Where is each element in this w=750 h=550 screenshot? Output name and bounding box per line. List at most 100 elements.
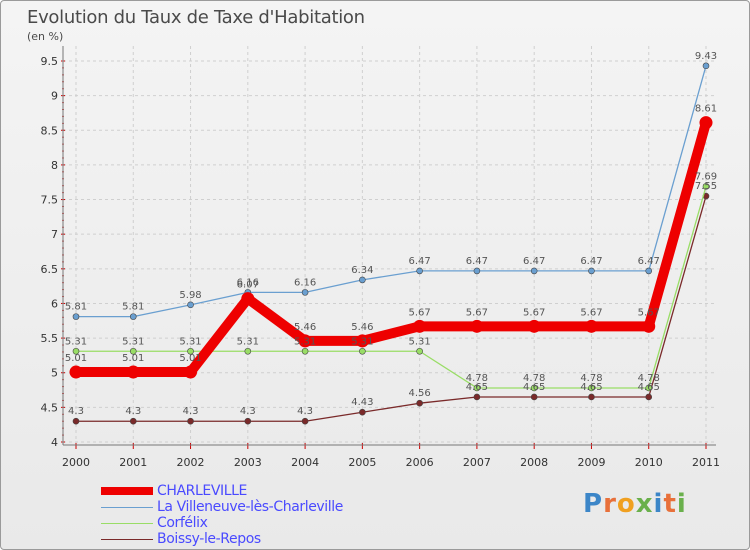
x-tick-label: 2006 — [406, 456, 434, 469]
data-label: 5.46 — [294, 322, 316, 333]
data-point — [129, 417, 137, 425]
data-point — [129, 347, 137, 355]
data-label: 5.01 — [65, 353, 87, 364]
series-line-0 — [71, 117, 711, 378]
x-tick-label: 2001 — [119, 456, 147, 469]
data-label: 5.31 — [351, 336, 373, 347]
data-point — [473, 393, 481, 401]
legend-label: CHARLEVILLE — [157, 483, 248, 499]
data-point — [301, 347, 309, 355]
data-point — [301, 289, 309, 296]
data-label: 6.16 — [294, 277, 316, 288]
data-point — [473, 384, 481, 392]
data-point — [413, 319, 427, 333]
data-point — [530, 267, 538, 275]
data-point — [298, 334, 312, 348]
y-tick-label: 9 — [51, 90, 58, 103]
data-label: 4.78 — [523, 373, 545, 384]
data-label: 4.3 — [183, 406, 199, 417]
x-tick-label: 2003 — [234, 456, 262, 469]
data-point — [702, 183, 710, 190]
data-label: 4.56 — [409, 388, 431, 399]
data-point — [187, 347, 194, 355]
x-tick-label: 2008 — [520, 456, 548, 469]
data-point — [416, 347, 423, 355]
data-label: 4.3 — [297, 406, 313, 417]
data-point — [645, 384, 653, 392]
y-tick-label: 7.5 — [41, 194, 59, 207]
data-label: 5.67 — [523, 307, 545, 318]
grid — [63, 46, 716, 445]
data-label: 8.61 — [695, 104, 717, 115]
data-point — [241, 292, 255, 306]
data-label: 5.31 — [65, 336, 87, 347]
data-point — [359, 347, 366, 355]
axes: 4 4.5 5 5.5 6 6.5 7 7.5 8 8.5 9 9.5 2000 2001 2002 2003… — [41, 46, 720, 469]
data-point — [470, 319, 484, 333]
data-label: 5.67 — [409, 307, 431, 318]
y-tick-label: 6.5 — [41, 263, 59, 276]
data-point — [69, 365, 83, 379]
data-label: 4.3 — [240, 406, 256, 417]
data-point — [642, 319, 656, 333]
legend-label: Corfélix — [157, 515, 208, 531]
data-label: 6.47 — [580, 256, 602, 267]
data-label: 5.01 — [122, 353, 144, 364]
data-label: 4.65 — [638, 382, 660, 393]
data-point — [187, 301, 194, 309]
data-label: 5.31 — [122, 336, 144, 347]
data-point — [645, 267, 653, 275]
x-tick-label: 2010 — [635, 456, 663, 469]
data-point — [244, 417, 252, 425]
y-tick-label: 6 — [51, 297, 58, 310]
data-label: 6.47 — [409, 256, 431, 267]
data-point — [126, 365, 140, 379]
data-point — [530, 384, 538, 392]
legend-label: Boissy-le-Repos — [157, 531, 261, 547]
data-label: 5.67 — [580, 307, 602, 318]
data-label: 5.31 — [179, 336, 201, 347]
data-point — [530, 393, 538, 401]
data-label: 7.55 — [695, 181, 717, 192]
data-label: 4.65 — [523, 382, 545, 393]
y-tick-label: 5 — [51, 367, 58, 380]
data-label: 5.31 — [409, 336, 431, 347]
y-tick-label: 9.5 — [41, 55, 59, 68]
data-point — [702, 62, 710, 70]
data-label: 4.3 — [68, 406, 84, 417]
y-tick-label: 8 — [51, 159, 58, 172]
y-tick-label: 7 — [51, 228, 58, 241]
data-label: 4.78 — [466, 373, 488, 384]
data-label: 5.67 — [466, 307, 488, 318]
data-point — [187, 417, 194, 425]
data-point — [699, 116, 713, 130]
data-label: 4.78 — [638, 373, 660, 384]
data-label: 7.69 — [695, 171, 717, 182]
chart-title: Evolution du Taux de Taxe d'Habitation — [27, 7, 365, 28]
data-point — [584, 319, 598, 333]
data-point — [72, 313, 80, 320]
x-tick-label: 2000 — [62, 456, 90, 469]
data-label: 6.16 — [237, 277, 259, 288]
x-tick-label: 2009 — [577, 456, 605, 469]
data-label: 5.67 — [638, 307, 660, 318]
data-point — [72, 347, 80, 355]
legend-swatch-corfelix — [101, 523, 153, 524]
data-label: 5.81 — [122, 302, 144, 313]
data-label: 4.43 — [351, 397, 373, 408]
data-point — [129, 313, 137, 320]
x-tick-label: 2007 — [463, 456, 491, 469]
data-label: 6.47 — [638, 256, 660, 267]
data-label: 5.31 — [294, 336, 316, 347]
data-point — [588, 384, 595, 392]
series-line-3 — [75, 195, 707, 422]
data-label: 6.07 — [237, 280, 259, 291]
y-tick-label: 8.5 — [41, 124, 59, 137]
chart-subtitle: (en %) — [27, 30, 64, 43]
series-line-1 — [75, 65, 707, 318]
data-point — [359, 408, 366, 416]
data-point — [244, 347, 252, 355]
data-point — [527, 319, 541, 333]
data-point — [301, 417, 309, 425]
